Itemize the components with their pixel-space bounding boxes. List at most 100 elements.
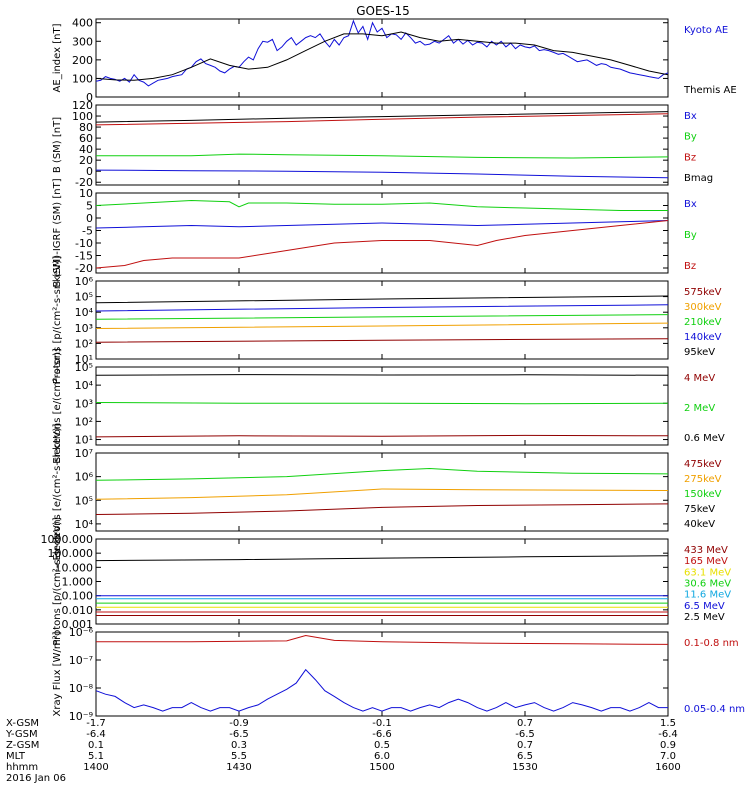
x-tick-value: 1500 — [369, 762, 394, 773]
panel-frame — [95, 452, 669, 532]
x-tick-value: -6.4 — [658, 729, 678, 740]
y-tick-label: 1000.000 — [41, 533, 94, 546]
y-tick-label: 1.000 — [62, 576, 94, 589]
y-tick-label: -15 — [75, 250, 93, 263]
legend-entry: Bx — [684, 199, 697, 210]
y-tick-label: 10² — [75, 337, 93, 350]
x-tick-value: 0.3 — [231, 740, 247, 751]
series-line-kyoto-ae — [95, 19, 669, 87]
x-tick-value: 7.0 — [660, 751, 676, 762]
legend-entry: 433 MeV — [684, 545, 728, 556]
x-row-label: X-GSM — [6, 718, 39, 729]
x-tick-value: 1600 — [655, 762, 680, 773]
legend-entry: Bx — [684, 111, 697, 122]
y-tick-label: 100 — [72, 110, 93, 123]
series-line-bmag — [95, 111, 669, 123]
y-tick-label: -20 — [75, 176, 93, 189]
legend-entry: Kyoto AE — [684, 25, 728, 36]
series-line-0-6-mev — [95, 374, 669, 376]
y-tick-label: 10¹ — [75, 353, 93, 366]
x-tick-value: 0.9 — [660, 740, 676, 751]
y-tick-label: 10³ — [75, 397, 93, 410]
x-row-label: MLT — [6, 751, 26, 762]
x-tick-value: -0.1 — [372, 718, 392, 729]
x-row-label: Y-GSM — [5, 729, 38, 740]
x-tick-value: 0.7 — [517, 718, 533, 729]
y-tick-label: 5 — [86, 200, 93, 213]
y-tick-label: 10³ — [75, 322, 93, 335]
date-label: 2016 Jan 06 — [6, 773, 66, 784]
legend-entry: By — [684, 230, 697, 241]
y-tick-label: 80 — [79, 121, 93, 134]
x-tick-value: 1400 — [83, 762, 108, 773]
legend-entry: 0.1-0.8 nm — [684, 638, 739, 649]
y-tick-label: 10⁻⁹ — [69, 710, 93, 723]
y-tick-label: 10⁴ — [75, 379, 94, 392]
series-line-bz — [95, 113, 669, 126]
y-tick-label: -10 — [75, 237, 93, 250]
legend-entry: 75keV — [684, 504, 715, 515]
series-line-275kev — [95, 488, 669, 500]
legend-entry: Bz — [684, 152, 696, 163]
y-axis-label: AE_index [nT] — [52, 23, 63, 92]
y-tick-label: 10⁵ — [75, 494, 93, 507]
legend-entry: 30.6 MeV — [684, 579, 731, 590]
y-axis-label: Protons [p/(cm²-s-sr-keV)] — [52, 256, 63, 384]
y-tick-label: 0 — [86, 165, 93, 178]
series-line-by — [95, 199, 668, 211]
series-line-bx — [95, 220, 669, 229]
y-axis-label: Protons [p/(cm²-s-sr-keV)] — [52, 517, 63, 645]
x-tick-value: -6.6 — [372, 729, 392, 740]
y-tick-label: 10.000 — [55, 561, 94, 574]
legend-entry: Bz — [684, 261, 696, 272]
x-row-label: Z-GSM — [6, 740, 39, 751]
series-line-bz — [95, 220, 669, 269]
y-tick-label: 300 — [72, 35, 93, 48]
y-tick-label: 10⁵ — [75, 361, 93, 374]
legend-entry: 210keV — [684, 317, 722, 328]
x-tick-value: 1430 — [226, 762, 251, 773]
y-tick-label: 60 — [79, 132, 93, 145]
y-tick-label: 0 — [86, 91, 93, 104]
x-tick-value: -6.5 — [229, 729, 249, 740]
legend-entry: 150keV — [684, 489, 722, 500]
x-tick-value: -0.9 — [229, 718, 249, 729]
chart-title: GOES-15 — [356, 4, 410, 18]
series-line-140kev — [95, 304, 669, 312]
y-axis-label: Electrons [e/(cm²-s-sr)] — [52, 348, 63, 464]
y-tick-label: 0 — [86, 212, 93, 225]
y-tick-label: 10⁷ — [75, 447, 93, 460]
series-line-bx — [95, 169, 669, 179]
legend-entry: 4 MeV — [684, 373, 715, 384]
x-row-label: hhmm — [6, 762, 38, 773]
y-tick-label: 10⁵ — [75, 291, 93, 304]
series-line-150kev — [95, 467, 669, 481]
series-line-475kev — [95, 503, 669, 515]
legend-entry: 2.5 MeV — [684, 612, 725, 623]
legend-entry: 300keV — [684, 302, 722, 313]
legend-entry: Themis AE — [683, 85, 737, 96]
x-tick-value: 5.5 — [231, 751, 247, 762]
legend-entry: 95keV — [684, 347, 715, 358]
legend-entry: 0.05-0.4 nm — [684, 704, 745, 715]
y-tick-label: 10⁴ — [75, 518, 94, 531]
y-tick-label: 120 — [72, 99, 93, 112]
legend-entry: 40keV — [684, 519, 715, 530]
y-tick-label: 0.010 — [62, 604, 94, 617]
legend-entry: 165 MeV — [684, 556, 728, 567]
x-tick-value: 0.7 — [517, 740, 533, 751]
series-line-210kev — [95, 314, 669, 320]
series-line-4-mev — [95, 434, 669, 438]
panel-frame — [95, 538, 669, 625]
y-tick-label: 10⁻⁶ — [69, 626, 94, 639]
y-axis-label: Xray Flux [W/m²] — [52, 631, 63, 716]
legend-entry: 475keV — [684, 459, 722, 470]
y-tick-label: -5 — [82, 225, 93, 238]
y-axis-label: B (SM)-IGRF (SM) [nT] — [52, 178, 63, 287]
x-tick-value: -6.4 — [86, 729, 106, 740]
series-line-themis-ae — [95, 31, 669, 81]
y-tick-label: 10⁶ — [75, 275, 94, 288]
series-line-by — [96, 153, 669, 159]
